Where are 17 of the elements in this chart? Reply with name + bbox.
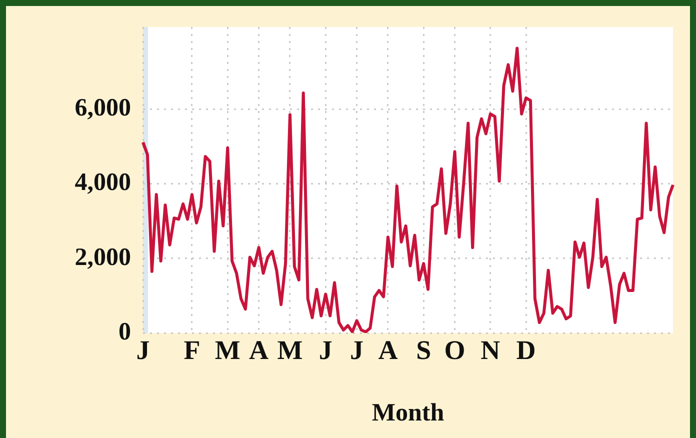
x-tick-label: J [136,335,150,366]
x-tick-label: J [350,335,364,366]
x-tick-label: A [249,335,270,366]
x-tick-label: F [184,335,200,366]
y-tick-label: 0 [118,318,131,346]
x-tick-label: S [416,335,432,366]
x-tick-label: A [378,335,398,366]
x-tick-label: O [444,335,466,366]
x-axis-title: Month [372,399,444,426]
y-tick-label: 4,000 [74,169,131,196]
x-tick-label: N [480,335,501,366]
x-tick-label: M [277,335,303,366]
x-tick-label: J [318,335,332,366]
y-tick-label: 2,000 [74,244,131,271]
x-tick-label: D [516,335,536,366]
x-tick-label: M [214,335,240,366]
y-tick-label: 6,000 [74,94,131,122]
